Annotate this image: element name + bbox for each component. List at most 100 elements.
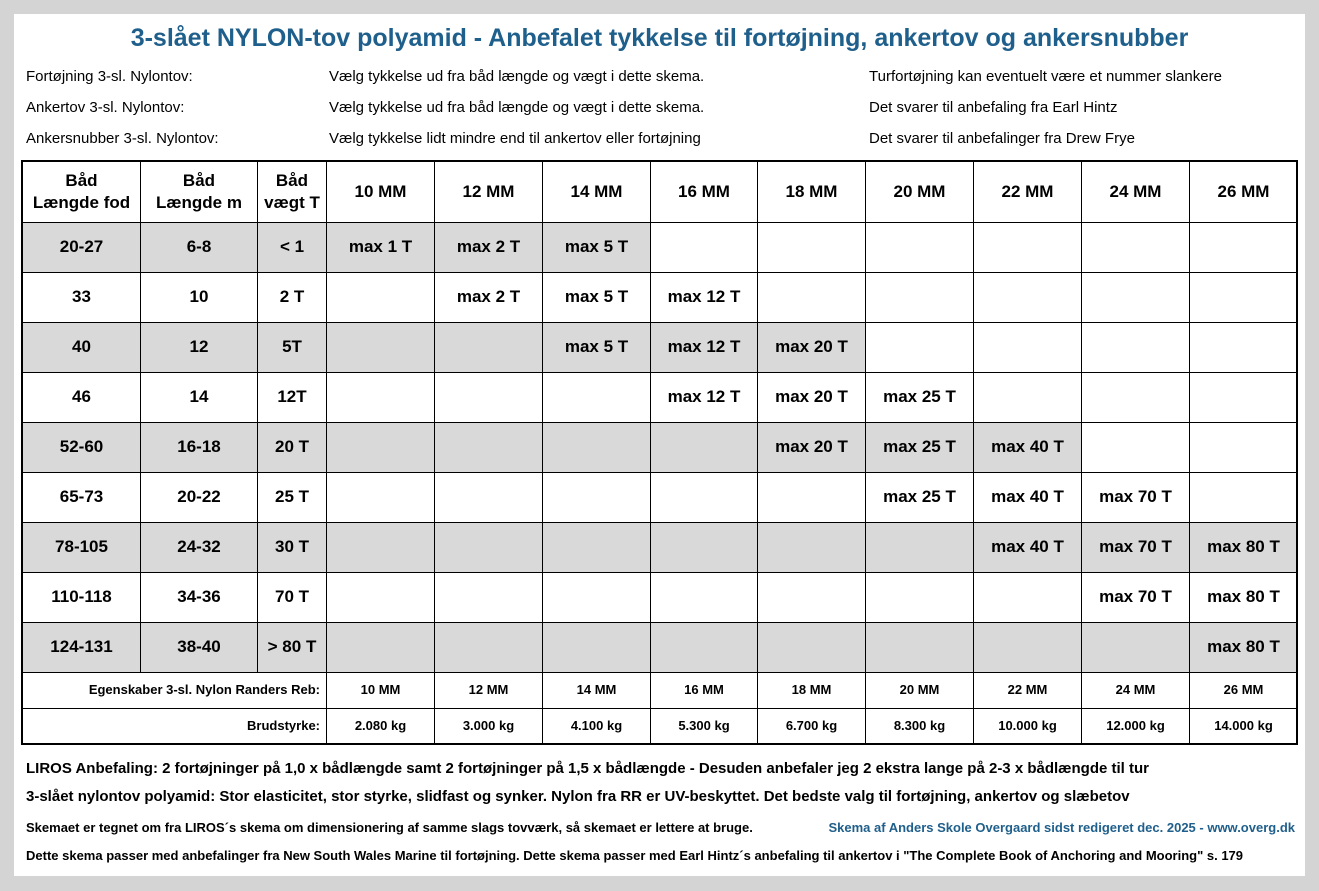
empty-cell (1081, 322, 1190, 373)
table-cell: 38-40 (140, 622, 258, 673)
empty-cell (650, 622, 758, 673)
empty-cell (1189, 372, 1298, 423)
table-cell: max 70 T (1081, 522, 1190, 573)
property-cell: 16 MM (650, 672, 758, 709)
header-cell: 26 MM (1189, 161, 1298, 223)
property-cell: 22 MM (973, 672, 1082, 709)
info-text: Fortøjning 3-sl. Nylontov: (26, 68, 193, 85)
table-cell: max 40 T (973, 422, 1082, 473)
footer-line: LIROS Anbefaling: 2 fortøjninger på 1,0 … (26, 760, 1149, 777)
property-cell: 6.700 kg (757, 708, 866, 745)
info-text: Det svarer til anbefaling fra Earl Hintz (869, 99, 1118, 116)
property-cell: 26 MM (1189, 672, 1298, 709)
table-cell: 12 (140, 322, 258, 373)
empty-cell (650, 222, 758, 273)
empty-cell (1081, 222, 1190, 273)
property-cell: 20 MM (865, 672, 974, 709)
table-cell: 110-118 (22, 572, 141, 623)
header-cell: Båd Længde fod (22, 161, 141, 223)
info-text: Ankersnubber 3-sl. Nylontov: (26, 130, 219, 147)
empty-cell (973, 272, 1082, 323)
empty-cell (865, 222, 974, 273)
empty-cell (434, 622, 543, 673)
table-cell: max 5 T (542, 222, 651, 273)
info-text: Vælg tykkelse lidt mindre end til ankert… (329, 130, 701, 147)
property-cell: 14.000 kg (1189, 708, 1298, 745)
empty-cell (757, 272, 866, 323)
table-cell: 65-73 (22, 472, 141, 523)
header-cell: 14 MM (542, 161, 651, 223)
table-cell: max 20 T (757, 372, 866, 423)
table-cell: 2 T (257, 272, 327, 323)
property-cell: 3.000 kg (434, 708, 543, 745)
empty-cell (973, 372, 1082, 423)
table-cell: max 70 T (1081, 472, 1190, 523)
empty-cell (434, 422, 543, 473)
empty-cell (865, 572, 974, 623)
property-name: Brudstyrke: (22, 708, 327, 745)
info-text: Turfortøjning kan eventuelt være et numm… (869, 68, 1222, 85)
table-cell: max 25 T (865, 422, 974, 473)
empty-cell (757, 622, 866, 673)
header-cell: 24 MM (1081, 161, 1190, 223)
empty-cell (650, 572, 758, 623)
table-cell: max 20 T (757, 422, 866, 473)
empty-cell (1081, 622, 1190, 673)
property-cell: 14 MM (542, 672, 651, 709)
empty-cell (1081, 272, 1190, 323)
empty-cell (542, 572, 651, 623)
table-cell: < 1 (257, 222, 327, 273)
empty-cell (865, 272, 974, 323)
empty-cell (1189, 322, 1298, 373)
table-cell: 124-131 (22, 622, 141, 673)
empty-cell (757, 222, 866, 273)
table-cell: max 2 T (434, 222, 543, 273)
table-cell: 70 T (257, 572, 327, 623)
empty-cell (326, 472, 435, 523)
table-cell: 14 (140, 372, 258, 423)
table-cell: 20 T (257, 422, 327, 473)
property-name: Egenskaber 3-sl. Nylon Randers Reb: (22, 672, 327, 709)
empty-cell (434, 322, 543, 373)
empty-cell (650, 472, 758, 523)
property-cell: 10.000 kg (973, 708, 1082, 745)
header-cell: 12 MM (434, 161, 543, 223)
table-cell: max 40 T (973, 522, 1082, 573)
table-cell: max 12 T (650, 272, 758, 323)
empty-cell (542, 522, 651, 573)
table-cell: 24-32 (140, 522, 258, 573)
empty-cell (1081, 372, 1190, 423)
table-cell: max 12 T (650, 372, 758, 423)
empty-cell (757, 572, 866, 623)
empty-cell (434, 522, 543, 573)
table-cell: max 20 T (757, 322, 866, 373)
table-cell: 34-36 (140, 572, 258, 623)
empty-cell (326, 372, 435, 423)
empty-cell (650, 522, 758, 573)
header-cell: Båd vægt T (257, 161, 327, 223)
table-cell: max 5 T (542, 322, 651, 373)
property-cell: 12.000 kg (1081, 708, 1190, 745)
property-cell: 5.300 kg (650, 708, 758, 745)
table-cell: max 40 T (973, 472, 1082, 523)
property-cell: 10 MM (326, 672, 435, 709)
empty-cell (434, 572, 543, 623)
table-cell: max 80 T (1189, 572, 1298, 623)
empty-cell (326, 572, 435, 623)
empty-cell (326, 522, 435, 573)
empty-cell (757, 472, 866, 523)
table-cell: 78-105 (22, 522, 141, 573)
empty-cell (434, 472, 543, 523)
table-cell: 16-18 (140, 422, 258, 473)
header-cell: 10 MM (326, 161, 435, 223)
table-cell: max 80 T (1189, 522, 1298, 573)
table-cell: 33 (22, 272, 141, 323)
empty-cell (326, 272, 435, 323)
header-cell: 22 MM (973, 161, 1082, 223)
footer-credit: Skema af Anders Skole Overgaard sidst re… (828, 820, 1295, 835)
empty-cell (1081, 422, 1190, 473)
property-cell: 2.080 kg (326, 708, 435, 745)
property-cell: 18 MM (757, 672, 866, 709)
property-cell: 4.100 kg (542, 708, 651, 745)
